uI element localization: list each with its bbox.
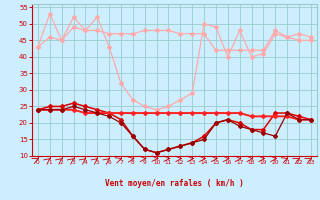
X-axis label: Vent moyen/en rafales ( km/h ): Vent moyen/en rafales ( km/h ) [105,179,244,188]
